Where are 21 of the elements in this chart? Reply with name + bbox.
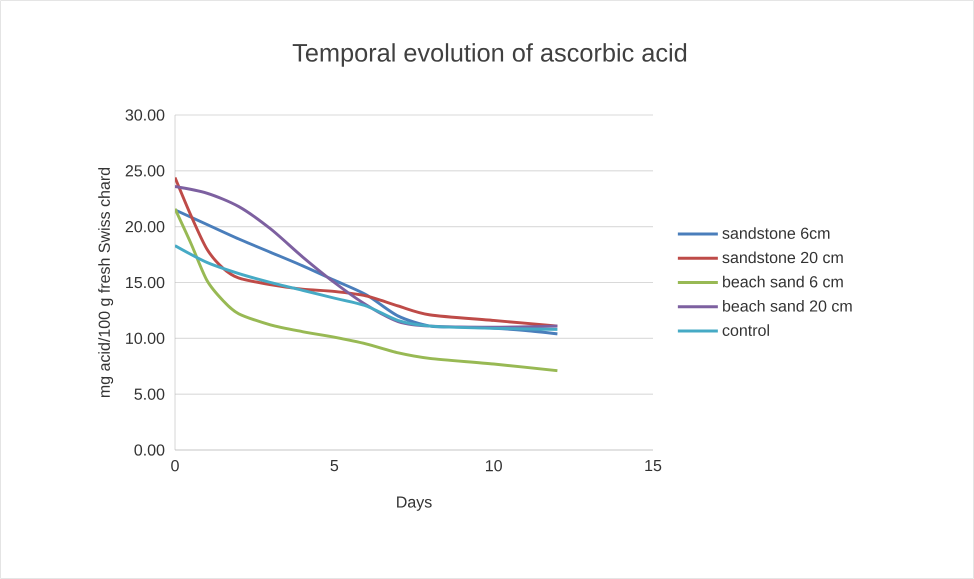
y-tick-label: 10.00	[126, 332, 164, 344]
line-series	[175, 207, 559, 372]
x-axis-title: Days	[397, 496, 432, 511]
y-tick-label: 15.00	[126, 276, 164, 288]
y-tick-label: 30.00	[126, 109, 164, 121]
y-axis-title: mg acid/100 g fresh Swiss chard	[98, 168, 114, 398]
legend-label: beach sand 6 cm	[723, 276, 843, 288]
line-series	[175, 244, 559, 331]
x-tick-label: 10	[486, 460, 502, 472]
legend-label: sandstone 6cm	[722, 227, 830, 239]
legend-label: sandstone 20 cm	[722, 251, 843, 264]
legend-label: control	[722, 324, 769, 336]
legend-label: beach sand 20 cm	[723, 300, 852, 312]
y-tick-label: 0.00	[134, 444, 164, 456]
x-tick-label: 0	[171, 460, 179, 472]
y-tick-label: 25.00	[126, 165, 164, 176]
chart-title: Temporal evolution of ascorbic acid	[292, 43, 686, 67]
y-tick-label: 5.00	[134, 388, 164, 400]
y-tick-label: 20.00	[126, 221, 164, 232]
x-tick-label: 15	[645, 460, 662, 472]
x-tick-label: 5	[330, 460, 338, 472]
